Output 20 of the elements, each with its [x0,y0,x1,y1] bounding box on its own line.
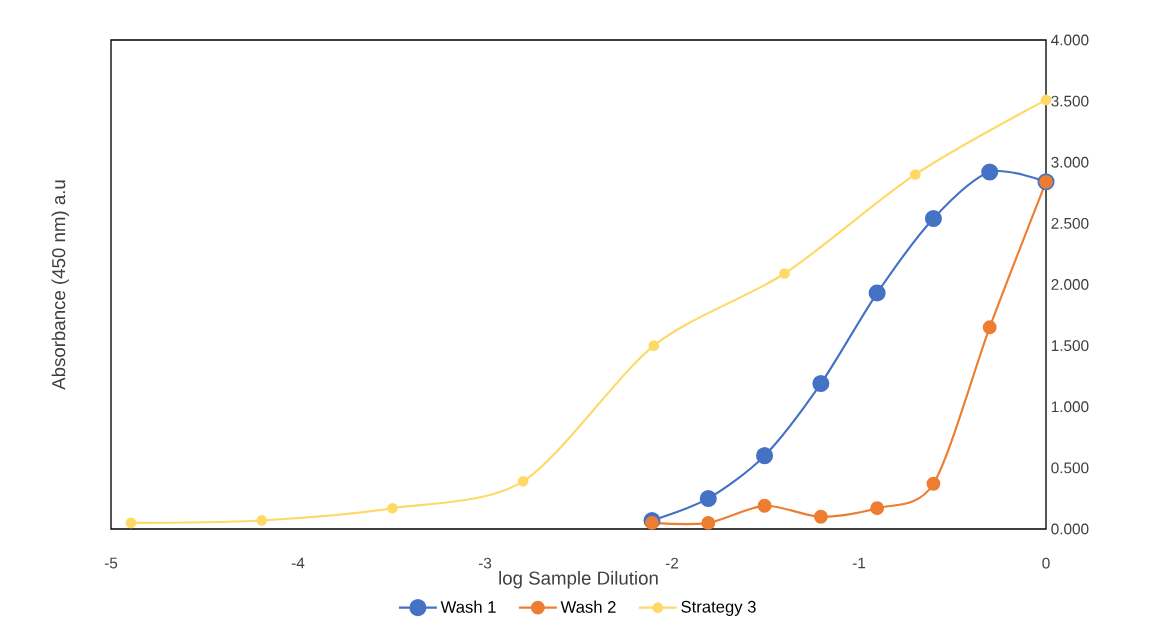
y-tick-label: 4.000 [1051,34,1089,46]
x-tick-label: 0 [1042,557,1050,569]
y-tick-label: 0.500 [1051,462,1089,474]
y-axis-title: Absorbance (450 nm) a.u [51,180,69,390]
legend-label: Wash 2 [560,600,616,613]
y-tick-label: 1.000 [1051,401,1089,413]
legend-label: Wash 1 [440,600,496,613]
y-tick-label: 3.500 [1051,95,1089,107]
y-tick-label: 2.000 [1051,279,1089,290]
x-tick-label: -5 [104,557,118,569]
y-tick-label: 1.500 [1051,340,1089,352]
x-tick-label: -2 [665,557,679,569]
y-tick-label: 0.000 [1051,523,1089,535]
x-tick-label: -4 [291,557,305,569]
y-tick-label: 2.500 [1051,217,1089,229]
x-axis-title: log Sample Dilution [499,571,658,589]
legend-label: Strategy 3 [681,600,756,616]
x-tick-label: -1 [852,557,866,569]
y-tick-label: 3.000 [1051,156,1089,168]
x-tick-label: -3 [478,557,492,569]
